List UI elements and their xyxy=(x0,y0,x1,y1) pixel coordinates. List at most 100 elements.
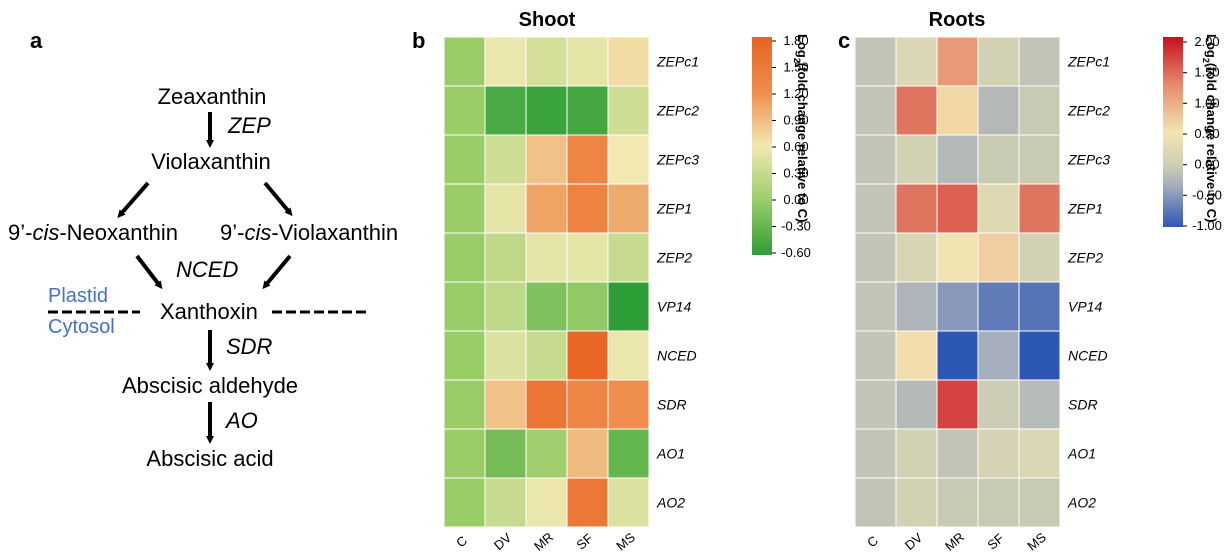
roots-title: Roots xyxy=(929,9,986,31)
roots-gene-label: ZEPc2 xyxy=(1067,103,1110,119)
shoot-gene-label: ZEP1 xyxy=(656,201,692,217)
violaxanthin-label: Violaxanthin xyxy=(151,149,270,174)
roots-cell xyxy=(1018,477,1061,528)
roots-cell xyxy=(977,379,1020,430)
roots-condition-label: MS xyxy=(1024,529,1049,553)
panel-c-letter: c xyxy=(838,28,850,53)
roots-gene-label: VP14 xyxy=(1068,299,1102,315)
roots-cell xyxy=(895,85,938,136)
shoot-cell xyxy=(443,183,486,234)
shoot-gene-label: SDR xyxy=(657,397,687,413)
roots-cell xyxy=(936,232,979,283)
roots-cell xyxy=(895,134,938,185)
shoot-cell xyxy=(566,36,609,87)
roots-cell xyxy=(854,232,897,283)
roots-cell xyxy=(977,330,1020,381)
roots-gene-label: ZEPc1 xyxy=(1067,54,1110,70)
shoot-cell xyxy=(566,428,609,479)
shoot-cell xyxy=(607,281,650,332)
roots-colorbar-title: Log2(fold change relative to C) xyxy=(1201,34,1219,222)
cis-violaxanthin-label: 9’-cis-Violaxanthin xyxy=(220,220,398,245)
panel-b: b Shoot ZEPc1 ZEPc2 ZEPc3 ZEP1 ZEP2 VP14 NCED S… xyxy=(412,9,811,554)
shoot-colorbar-tick-label: 1.50 xyxy=(783,60,808,75)
panel-c: c Roots ZEPc1 ZEPc2 ZEPc3 ZEP1 ZEP2 VP14 NCED S… xyxy=(838,9,1222,554)
shoot-cell xyxy=(525,281,568,332)
shoot-cell xyxy=(566,134,609,185)
shoot-colorbar-tick-label: 0.00 xyxy=(783,192,808,207)
roots-cell xyxy=(936,477,979,528)
roots-cell xyxy=(936,85,979,136)
shoot-gene-label: AO2 xyxy=(656,495,685,511)
cytosol-label: Cytosol xyxy=(48,316,115,338)
roots-cell xyxy=(895,379,938,430)
roots-cell xyxy=(977,428,1020,479)
shoot-cell xyxy=(484,477,527,528)
roots-cell xyxy=(1018,379,1061,430)
roots-cell xyxy=(895,36,938,87)
xanthoxin-label: Xanthoxin xyxy=(160,299,258,324)
roots-cell xyxy=(1018,232,1061,283)
roots-condition-label: MR xyxy=(942,529,967,553)
shoot-cell xyxy=(607,379,650,430)
roots-cell xyxy=(977,85,1020,136)
roots-cell xyxy=(1018,36,1061,87)
shoot-cell xyxy=(443,85,486,136)
shoot-gene-label: ZEPc2 xyxy=(656,103,699,119)
shoot-colorbar-tick-label: 0.30 xyxy=(783,166,808,181)
shoot-gene-label: ZEPc3 xyxy=(656,152,699,168)
shoot-title: Shoot xyxy=(519,9,576,31)
roots-cell xyxy=(1018,330,1061,381)
abscisic-aldehyde-label: Abscisic aldehyde xyxy=(122,373,298,398)
shoot-condition-labels: C DV MR SF MS xyxy=(453,529,638,553)
roots-cell xyxy=(936,134,979,185)
shoot-cell xyxy=(525,379,568,430)
shoot-cell xyxy=(607,85,650,136)
shoot-cell xyxy=(566,281,609,332)
shoot-colorbar-tick-label: -0.30 xyxy=(781,219,811,234)
shoot-cell xyxy=(484,36,527,87)
shoot-cell xyxy=(607,477,650,528)
roots-colorbar-tick-label: 0.00 xyxy=(1194,157,1219,172)
roots-cell xyxy=(895,232,938,283)
roots-cell xyxy=(977,477,1020,528)
nced-enzyme-label: NCED xyxy=(176,257,238,282)
roots-cell xyxy=(895,183,938,234)
shoot-cell xyxy=(443,232,486,283)
roots-gene-label: AO2 xyxy=(1067,495,1096,511)
shoot-gene-label: VP14 xyxy=(657,299,691,315)
roots-cell xyxy=(895,281,938,332)
roots-colorbar-tick-label: 1.50 xyxy=(1194,65,1219,80)
shoot-condition-label: MR xyxy=(531,529,556,553)
plastid-label: Plastid xyxy=(48,285,108,307)
shoot-cell xyxy=(443,428,486,479)
shoot-cell xyxy=(566,183,609,234)
shoot-cell xyxy=(484,183,527,234)
shoot-cell xyxy=(525,232,568,283)
shoot-cell xyxy=(484,379,527,430)
shoot-cell xyxy=(607,183,650,234)
sdr-enzyme-label: SDR xyxy=(226,334,273,359)
shoot-cell xyxy=(443,36,486,87)
roots-condition-label: C xyxy=(864,533,881,551)
shoot-cell xyxy=(443,477,486,528)
roots-cell xyxy=(854,281,897,332)
roots-cell xyxy=(1018,134,1061,185)
roots-colorbar-ticks: 2.00 1.50 1.00 0.50 0.00 -0.50 -1.00 xyxy=(1183,34,1222,233)
roots-cell xyxy=(977,281,1020,332)
roots-cell xyxy=(854,330,897,381)
panel-a: a Zeaxanthin ZEP Violaxanthin 9’-cis-Neo… xyxy=(8,28,398,471)
roots-cell xyxy=(936,183,979,234)
roots-cell xyxy=(936,428,979,479)
roots-colorbar-tick-label: 2.00 xyxy=(1194,34,1219,49)
abscisic-acid-label: Abscisic acid xyxy=(146,446,273,471)
roots-cell xyxy=(936,281,979,332)
shoot-cell xyxy=(484,85,527,136)
roots-gene-labels: ZEPc1 ZEPc2 ZEPc3 ZEP1 ZEP2 VP14 NCED SDR AO1 AO2 xyxy=(1067,54,1110,511)
roots-cell xyxy=(936,379,979,430)
shoot-colorbar-title: Log2(fold change relative to C) xyxy=(792,34,810,222)
shoot-cell xyxy=(607,428,650,479)
shoot-cell xyxy=(443,330,486,381)
roots-cell xyxy=(895,428,938,479)
roots-gene-label: ZEP1 xyxy=(1067,201,1103,217)
roots-cell xyxy=(854,183,897,234)
